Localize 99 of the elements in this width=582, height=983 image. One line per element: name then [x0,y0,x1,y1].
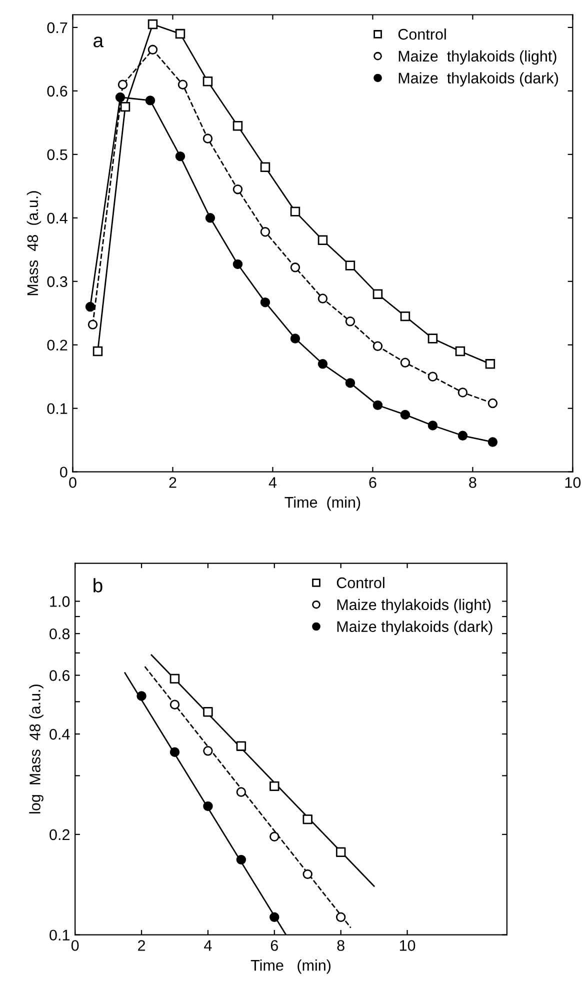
point [136,691,146,701]
point [260,297,270,308]
point [485,359,496,369]
y-tick-label: 0.1 [50,930,70,941]
point [260,162,270,172]
x-tick-label: 6 [369,477,376,488]
point [170,700,180,710]
x-axis-title: Time (min) [284,496,360,511]
y-tick-label: 0.5 [47,149,68,160]
point [400,311,410,322]
y-tick-label: 0.1 [47,403,68,414]
point [260,227,270,237]
point [290,206,300,216]
point [202,134,213,144]
point [118,80,128,90]
x-tick-label: 0 [71,940,79,951]
y-tick-label: 0 [60,466,68,478]
point [400,410,410,420]
point [236,854,246,865]
point [203,801,213,812]
point [428,372,438,382]
point [400,358,410,368]
point [175,151,186,162]
point [203,746,213,756]
point [372,400,383,410]
y-tick-label: 0.7 [47,22,68,34]
legend-label: Control [398,28,446,40]
point [88,320,98,330]
point [175,28,186,39]
point [236,787,246,797]
point [232,259,243,270]
point [345,316,356,326]
legend-label: Control [336,577,384,588]
y-tick-label: 0.6 [50,670,70,681]
y-axis-title: Mass 48 (a.u.) [26,191,42,296]
x-tick-label: 8 [469,477,476,488]
y-tick-label: 0.2 [50,829,70,840]
x-tick-label: 2 [169,477,176,488]
point [428,334,438,344]
point [290,262,300,272]
point [488,437,498,447]
point [203,707,213,717]
point [232,184,243,194]
point [85,302,96,312]
x-tick-label: 10 [400,940,416,951]
x-tick-label: 10 [565,477,581,488]
point [458,388,468,398]
point [236,741,246,751]
point [290,334,300,344]
x-tick-label: 6 [270,940,278,951]
point [428,420,438,430]
x-tick-label: 2 [138,940,145,951]
y-tick-label: 0.4 [47,212,68,224]
point [336,847,346,857]
point [318,235,328,245]
point [92,346,103,356]
y-tick-label: 1.0 [50,596,70,607]
x-tick-label: 4 [204,940,212,951]
point [302,869,312,880]
point [318,294,328,304]
point [372,289,383,299]
legend-label: Maize thylakoids (dark) [398,72,558,86]
point [148,19,158,30]
point [148,44,158,55]
point [318,359,328,369]
point [205,213,216,223]
y-tick-label: 0.3 [47,276,68,288]
point [145,96,156,106]
y-axis-title: log Mass 48 (a.u.) [29,684,44,814]
point [270,832,280,842]
point [372,341,383,351]
point [302,814,312,824]
annotation: b [94,578,102,592]
y-tick-label: 0.8 [50,628,70,640]
point [270,912,280,922]
point [455,346,466,356]
point [202,76,213,86]
point [336,912,346,922]
point [178,80,188,90]
point [458,430,468,441]
y-tick-label: 0.6 [47,86,68,97]
legend-label: Maize thylakoids (dark) [337,620,492,636]
x-axis-title: Time (min) [250,959,331,974]
point [345,378,356,388]
annotation: a [94,36,104,48]
point [115,92,126,102]
y-tick-label: 0.2 [47,340,68,351]
point [170,747,180,757]
point [345,260,356,270]
point [120,102,130,112]
point [232,120,243,131]
x-tick-label: 8 [337,940,344,951]
x-tick-label: 4 [268,477,277,488]
point [270,781,280,792]
y-tick-label: 0.4 [50,728,70,740]
legend-label: Maize thylakoids (light) [398,50,556,65]
point [488,398,498,408]
point [170,674,180,684]
legend-label: Maize thylakoids (light) [337,598,491,614]
